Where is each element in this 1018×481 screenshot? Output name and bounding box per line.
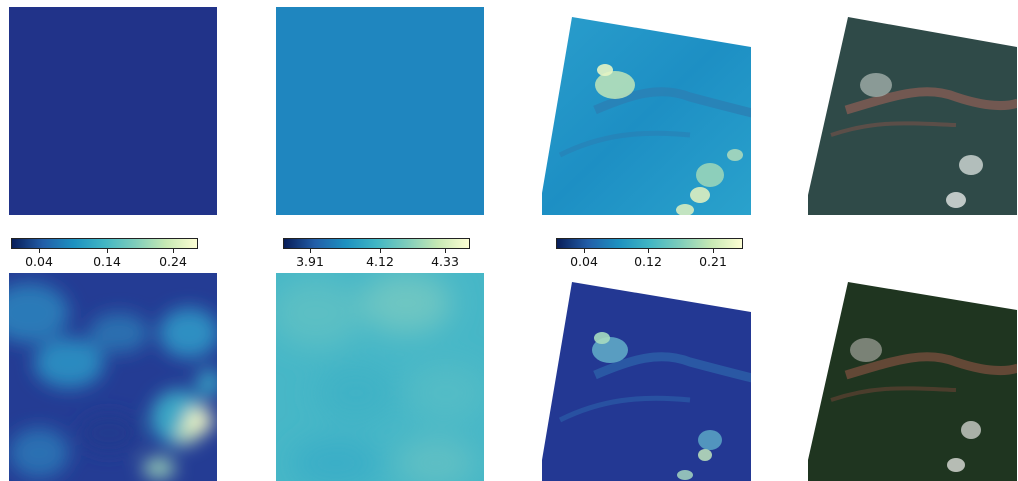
panel-bottom-4-satellite-rgb <box>806 280 1018 481</box>
panel-top-4-satellite-rgb <box>806 15 1018 215</box>
colorbar-3-tick <box>713 249 714 253</box>
panel-bottom-3-satellite-colormap <box>540 280 752 481</box>
colorbar-2: 3.91 4.12 4.33 <box>283 238 470 270</box>
colorbar-3: 0.04 0.12 0.21 <box>556 238 743 270</box>
colorbar-1-gradient <box>11 238 198 249</box>
panel-top-3-satellite-colormap <box>540 15 752 215</box>
colorbar-2-tick <box>380 249 381 253</box>
colorbar-3-tick <box>648 249 649 253</box>
colorbar-1-tick <box>107 249 108 253</box>
colorbar-3-tick-label: 0.04 <box>570 254 598 269</box>
colorbar-3-gradient <box>556 238 743 249</box>
colorbar-1-tick-label: 0.24 <box>159 254 187 269</box>
colorbar-2-tick <box>310 249 311 253</box>
colorbar-1-tick <box>39 249 40 253</box>
colorbar-2-gradient <box>283 238 470 249</box>
colorbar-1-tick <box>173 249 174 253</box>
colorbar-1: 0.04 0.14 0.24 <box>11 238 198 270</box>
colorbar-3-tick-label: 0.12 <box>634 254 662 269</box>
panel-top-1-uniform-dark <box>9 7 217 215</box>
colorbar-2-tick-label: 3.91 <box>296 254 324 269</box>
colorbar-1-tick-label: 0.04 <box>25 254 53 269</box>
panel-bottom-1-heatmap <box>9 273 217 481</box>
panel-top-2-uniform-mid <box>276 7 484 215</box>
colorbar-2-tick-label: 4.33 <box>431 254 459 269</box>
colorbar-3-tick <box>584 249 585 253</box>
colorbar-1-tick-label: 0.14 <box>93 254 121 269</box>
panel-bottom-2-heatmap <box>276 273 484 481</box>
colorbar-2-tick-label: 4.12 <box>366 254 394 269</box>
colorbar-3-tick-label: 0.21 <box>699 254 727 269</box>
colorbar-2-tick <box>445 249 446 253</box>
